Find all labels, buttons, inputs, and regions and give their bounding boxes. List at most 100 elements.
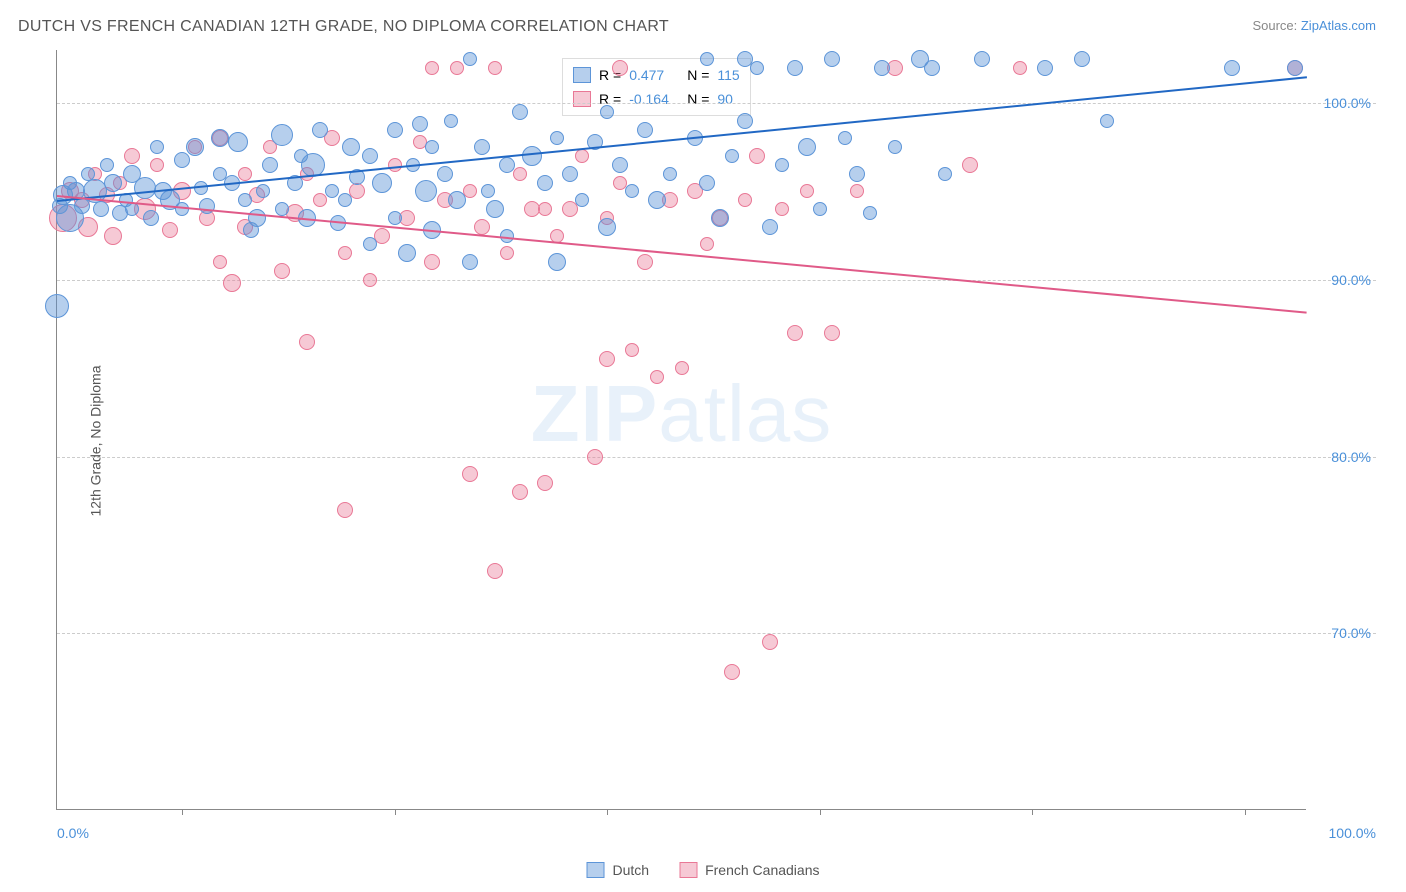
point-dutch	[143, 210, 159, 226]
plot-area: ZIPatlas R = 0.477 N = 115 R = -0.164 N …	[56, 50, 1306, 810]
point-french	[213, 255, 227, 269]
point-french	[962, 157, 978, 173]
y-tick-label: 70.0%	[1331, 625, 1371, 641]
point-dutch	[271, 124, 293, 146]
legend-item-dutch: Dutch	[587, 862, 650, 878]
chart-container: 12th Grade, No Diploma ZIPatlas R = 0.47…	[56, 50, 1376, 832]
x-tick	[1245, 809, 1246, 815]
point-french	[637, 254, 653, 270]
point-dutch	[486, 200, 504, 218]
point-french	[363, 273, 377, 287]
point-dutch	[625, 184, 639, 198]
point-dutch	[924, 60, 940, 76]
point-dutch	[45, 294, 69, 318]
point-french	[538, 202, 552, 216]
point-dutch	[598, 218, 616, 236]
point-dutch	[775, 158, 789, 172]
point-dutch	[93, 201, 109, 217]
point-french	[150, 158, 164, 172]
point-french	[349, 183, 365, 199]
source-link[interactable]: ZipAtlas.com	[1301, 18, 1376, 33]
point-dutch	[415, 180, 437, 202]
point-french	[124, 148, 140, 164]
point-dutch	[888, 140, 902, 154]
point-dutch	[725, 149, 739, 163]
point-french	[762, 634, 778, 650]
grid-line	[57, 103, 1376, 104]
point-dutch	[134, 177, 156, 199]
point-dutch	[372, 173, 392, 193]
point-dutch	[711, 209, 729, 227]
point-dutch	[575, 193, 589, 207]
point-dutch	[849, 166, 865, 182]
point-french	[500, 246, 514, 260]
point-dutch	[798, 138, 816, 156]
point-french	[537, 475, 553, 491]
point-french	[787, 325, 803, 341]
point-french	[749, 148, 765, 164]
point-dutch	[1224, 60, 1240, 76]
point-french	[313, 193, 327, 207]
point-french	[424, 254, 440, 270]
point-dutch	[262, 157, 278, 173]
dutch-n-value: 115	[717, 67, 739, 83]
french-r-value: -0.164	[629, 91, 679, 107]
point-dutch	[398, 244, 416, 262]
point-dutch	[325, 184, 339, 198]
point-dutch	[186, 138, 204, 156]
point-french	[462, 466, 478, 482]
point-dutch	[537, 175, 553, 191]
point-french	[1013, 61, 1027, 75]
point-french	[800, 184, 814, 198]
header: DUTCH VS FRENCH CANADIAN 12TH GRADE, NO …	[0, 0, 1406, 46]
point-french	[587, 449, 603, 465]
point-dutch	[1037, 60, 1053, 76]
grid-line	[57, 633, 1376, 634]
point-dutch	[100, 158, 114, 172]
point-french	[724, 664, 740, 680]
x-min-label: 0.0%	[57, 825, 89, 841]
source-label: Source: ZipAtlas.com	[1252, 18, 1376, 33]
point-dutch	[499, 157, 515, 173]
point-dutch	[104, 174, 122, 192]
y-tick-label: 80.0%	[1331, 449, 1371, 465]
point-dutch	[637, 122, 653, 138]
point-french	[625, 343, 639, 357]
point-french	[738, 193, 752, 207]
x-tick	[1032, 809, 1033, 815]
point-french	[487, 563, 503, 579]
point-dutch	[762, 219, 778, 235]
point-dutch	[448, 191, 466, 209]
point-dutch	[548, 253, 566, 271]
dutch-legend-swatch	[587, 862, 605, 878]
point-dutch	[211, 129, 229, 147]
point-french	[374, 228, 390, 244]
point-dutch	[150, 140, 164, 154]
point-dutch	[238, 193, 252, 207]
point-dutch	[1074, 51, 1090, 67]
point-dutch	[362, 148, 378, 164]
point-french	[775, 202, 789, 216]
point-french	[512, 484, 528, 500]
point-french	[450, 61, 464, 75]
point-french	[513, 167, 527, 181]
point-french	[274, 263, 290, 279]
point-dutch	[228, 132, 248, 152]
point-french	[612, 60, 628, 76]
point-dutch	[342, 138, 360, 156]
point-french	[575, 149, 589, 163]
x-tick	[607, 809, 608, 815]
point-dutch	[612, 157, 628, 173]
point-dutch	[600, 105, 614, 119]
point-dutch	[363, 237, 377, 251]
point-french	[650, 370, 664, 384]
point-dutch	[437, 166, 453, 182]
watermark: ZIPatlas	[531, 368, 832, 460]
point-dutch	[412, 116, 428, 132]
stats-row-dutch: R = 0.477 N = 115	[573, 63, 740, 87]
point-dutch	[787, 60, 803, 76]
point-dutch	[874, 60, 890, 76]
point-dutch	[699, 175, 715, 191]
series-legend: Dutch French Canadians	[587, 862, 820, 878]
point-dutch	[663, 167, 677, 181]
